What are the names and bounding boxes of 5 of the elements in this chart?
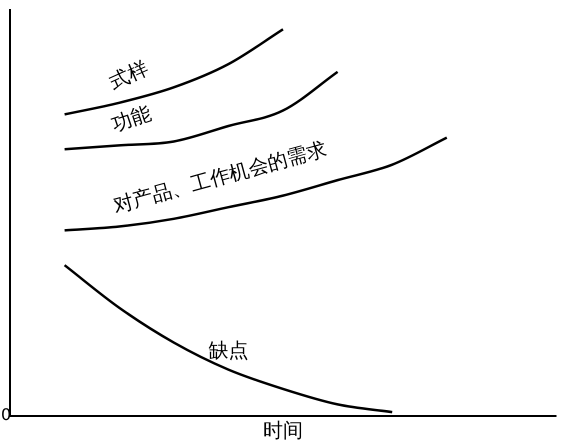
text: 对产品、工作机会的需求 (110, 136, 329, 218)
text: 功能 (108, 100, 154, 136)
series-label: 缺点 (208, 338, 248, 362)
text: 式样 (105, 56, 152, 94)
x-axis-title: 时间 (263, 418, 303, 442)
